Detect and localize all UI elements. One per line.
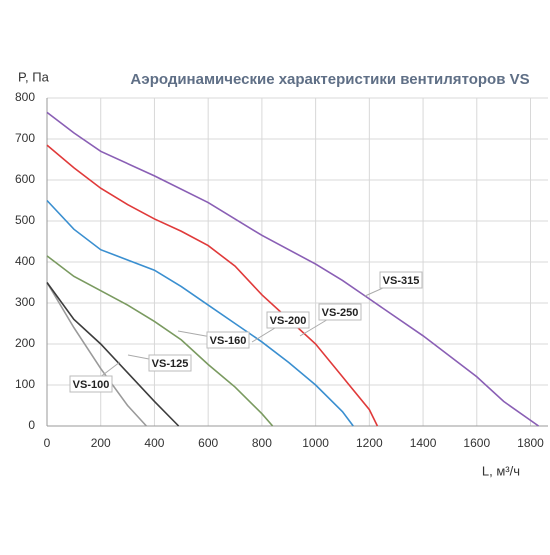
y-tick-label: 400	[15, 254, 35, 268]
label-box	[206, 331, 250, 349]
y-tick-label: 500	[15, 213, 35, 227]
chart-title: Аэродинамические характеристики вентилят…	[130, 71, 529, 88]
y-tick-label: 300	[15, 295, 35, 309]
x-tick-label: 0	[44, 436, 51, 450]
series-label: VS-100	[73, 379, 110, 391]
series-label: VS-250	[322, 307, 359, 319]
y-tick-label: 700	[15, 131, 35, 145]
label-box	[69, 375, 113, 393]
x-tick-label: 400	[144, 436, 164, 450]
y-tick-label: 100	[15, 377, 35, 391]
label-box	[318, 303, 362, 321]
series-line	[46, 144, 379, 427]
label-box	[148, 354, 192, 372]
x-tick-label: 200	[91, 436, 111, 450]
series-label: VS-125	[152, 358, 189, 370]
x-tick-label: 1400	[410, 436, 437, 450]
series-line	[46, 111, 540, 427]
series-line	[46, 199, 354, 427]
series-line	[46, 282, 180, 427]
x-tick-label: 1200	[356, 436, 383, 450]
y-tick-label: 600	[15, 172, 35, 186]
series-label: VS-315	[383, 275, 420, 287]
series-line	[46, 282, 147, 427]
x-tick-label: 1800	[517, 436, 544, 450]
x-tick-label: 600	[198, 436, 218, 450]
x-tick-label: 1000	[302, 436, 329, 450]
series-label: VS-200	[270, 315, 307, 327]
label-box	[266, 311, 310, 329]
y-tick-label: 0	[28, 418, 35, 432]
x-tick-label: 1600	[463, 436, 490, 450]
series-label: VS-160	[210, 335, 247, 347]
label-box	[379, 271, 423, 289]
y-tick-label: 200	[15, 336, 35, 350]
x-axis-label: L, м³/ч	[482, 463, 520, 478]
series-line	[46, 255, 274, 427]
y-tick-label: 800	[15, 90, 35, 104]
x-tick-label: 800	[252, 436, 272, 450]
y-axis-label: P, Па	[18, 69, 50, 84]
